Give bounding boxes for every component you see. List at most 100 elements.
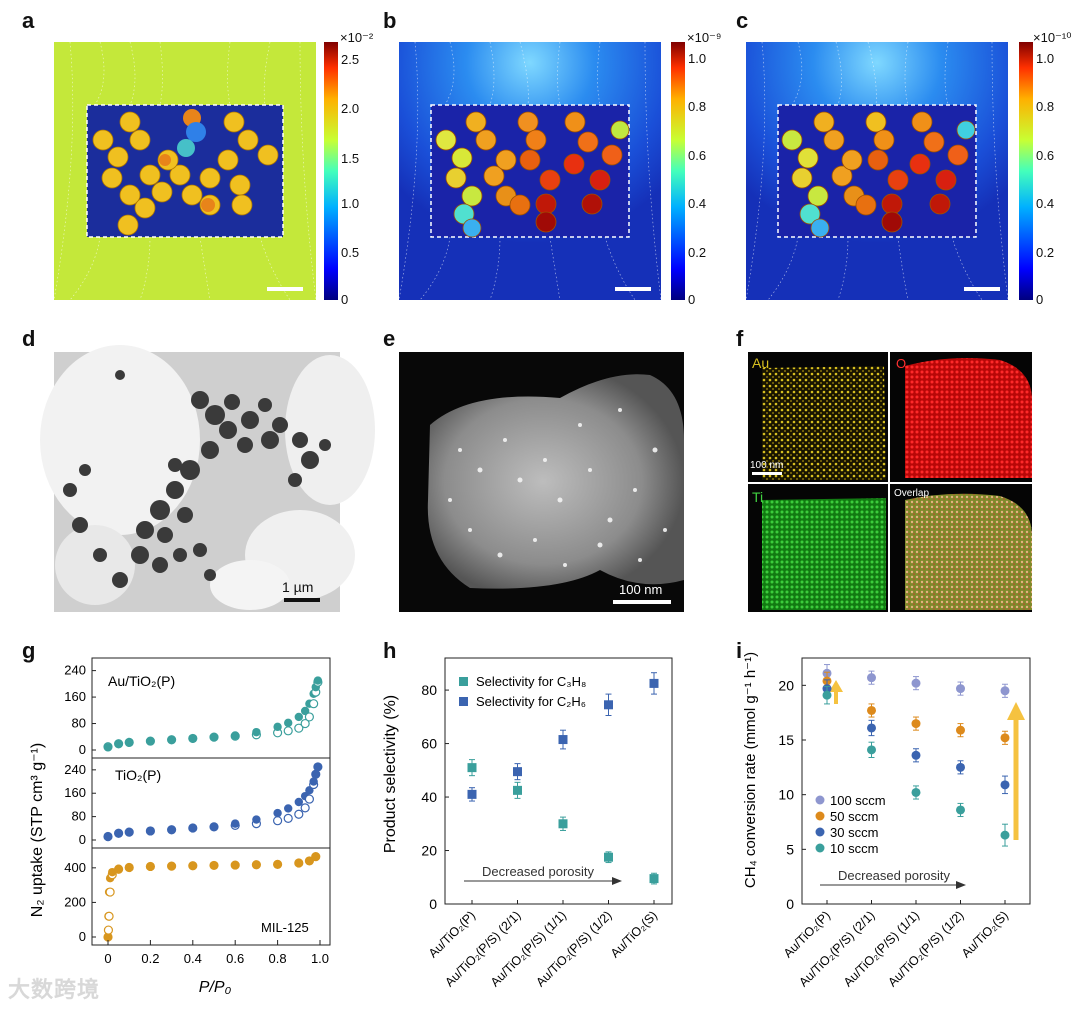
adsorption-point bbox=[252, 815, 261, 824]
data-point bbox=[1000, 780, 1010, 790]
panel-label-i: i bbox=[736, 638, 743, 663]
y-tick-label: 20 bbox=[778, 677, 794, 693]
desorption-point bbox=[294, 809, 304, 819]
desorption-point bbox=[105, 887, 115, 897]
x-tick-label: 0.6 bbox=[226, 951, 244, 966]
desorption-point bbox=[304, 794, 314, 804]
legend-marker bbox=[459, 677, 468, 686]
colorbar-a bbox=[324, 42, 338, 300]
adsorption-point bbox=[103, 743, 113, 752]
map-b bbox=[398, 41, 662, 301]
x-tick-label: Au/TiO₂(P/S) (2/1) bbox=[796, 908, 877, 989]
colorbar-a-tick: 0 bbox=[341, 292, 348, 307]
desorption-point bbox=[283, 726, 293, 736]
haadf-image: 100 nm bbox=[399, 352, 684, 612]
adsorption-point bbox=[273, 808, 282, 818]
adsorption-point bbox=[231, 731, 240, 740]
adsorption-point bbox=[114, 864, 123, 873]
adsorption-point bbox=[146, 862, 155, 871]
chart-h-ylabel: Product selectivity (%) bbox=[382, 695, 399, 853]
increase-arrow-head bbox=[829, 680, 843, 692]
adsorption-point bbox=[188, 824, 197, 833]
colorbar-a-tick: 0.5 bbox=[341, 245, 359, 260]
colorbar-c-tick: 0.6 bbox=[1036, 148, 1054, 163]
watermark: 大数跨境 bbox=[8, 977, 101, 1002]
y-tick-label: 0 bbox=[79, 929, 86, 944]
y-tick-label: 15 bbox=[778, 732, 794, 748]
x-tick-label: 0.8 bbox=[269, 951, 287, 966]
x-tick-label: Au/TiO₂(S) bbox=[959, 908, 1011, 960]
micrographs: 1 µm 100 nm Au O Ti Overlap 100 nm bbox=[40, 345, 1032, 612]
eds-au-label: Au bbox=[752, 355, 769, 371]
y-tick-label: 0 bbox=[79, 832, 86, 847]
adsorption-point bbox=[311, 770, 320, 779]
adsorption-point bbox=[167, 825, 176, 835]
colorbar-b-exponent: ×10⁻⁹ bbox=[687, 30, 721, 45]
adsorption-point bbox=[146, 737, 155, 746]
data-point bbox=[649, 874, 659, 884]
panel-label-a: a bbox=[22, 8, 35, 33]
chart-g-ylabel: N₂ uptake (STP cm³ g⁻¹) bbox=[29, 743, 46, 917]
adsorption-point bbox=[273, 860, 282, 869]
colorbar-c-tick: 0 bbox=[1036, 292, 1043, 307]
adsorption-point bbox=[146, 827, 155, 836]
adsorption-point bbox=[311, 852, 320, 861]
adsorption-point bbox=[252, 860, 261, 869]
legend-label: Selectivity for C₃H₈ bbox=[476, 674, 586, 689]
legend-label: Selectivity for C₂H₆ bbox=[476, 694, 586, 709]
colorbar-c-tick: 0.2 bbox=[1036, 245, 1054, 260]
x-tick-label: Au/TiO₂(P/S) (1/1) bbox=[488, 908, 569, 989]
panel-label-g: g bbox=[22, 638, 36, 663]
chart-i-ylabel: CH₄ conversion rate (mmol g⁻¹ h⁻¹) bbox=[742, 652, 759, 888]
eds-scale-label: 100 nm bbox=[750, 460, 783, 471]
legend-marker bbox=[459, 697, 468, 706]
desorption-point bbox=[103, 925, 114, 935]
y-tick-label: 40 bbox=[421, 789, 437, 805]
adsorption-point bbox=[231, 819, 240, 828]
eds-ti-label: Ti bbox=[752, 489, 763, 505]
colorbar-a-tick: 2.5 bbox=[341, 52, 359, 67]
adsorption-point bbox=[167, 735, 176, 745]
y-tick-label: 5 bbox=[786, 841, 794, 857]
data-point bbox=[867, 745, 876, 755]
chart-g: 240 160 80 0 240 160 80 0 400 200 0 0 0.2 0.4 0.6 0.8 1.… bbox=[29, 657, 331, 996]
adsorption-point bbox=[313, 762, 323, 772]
adsorption-point bbox=[103, 932, 113, 942]
data-point bbox=[822, 690, 832, 700]
y-tick-label: 80 bbox=[72, 809, 86, 824]
adsorption-point bbox=[167, 861, 176, 871]
adsorption-point bbox=[125, 863, 134, 872]
y-tick-label: 240 bbox=[64, 663, 86, 678]
data-point bbox=[513, 785, 522, 795]
data-point bbox=[467, 763, 477, 773]
data-point bbox=[867, 705, 876, 715]
colorbar-a-tick: 2.0 bbox=[341, 101, 359, 116]
y-tick-label: 160 bbox=[64, 689, 86, 704]
y-tick-label: 80 bbox=[421, 682, 437, 698]
data-point bbox=[1000, 686, 1010, 696]
x-tick-label: Au/TiO₂(P/S) (1/1) bbox=[841, 908, 922, 989]
panel-label-h: h bbox=[383, 638, 397, 663]
adsorption-point bbox=[188, 861, 197, 870]
eds-overlap-label: Overlap bbox=[894, 488, 929, 499]
desorption-point bbox=[304, 712, 314, 722]
data-point bbox=[956, 762, 965, 772]
desorption-point bbox=[283, 813, 293, 823]
legend-label: 10 sccm bbox=[830, 841, 878, 856]
subplot-name: MIL-125 bbox=[261, 920, 309, 935]
colorbar-b-tick: 0.4 bbox=[688, 196, 706, 211]
adsorption-point bbox=[252, 727, 261, 737]
eds-o-label: O bbox=[896, 356, 906, 371]
x-tick-label: Au/TiO₂(P/S) (2/1) bbox=[442, 908, 523, 989]
panel-label-f: f bbox=[736, 326, 744, 351]
panel-label-e: e bbox=[383, 326, 396, 351]
legend-label: 30 sccm bbox=[830, 825, 878, 840]
data-point bbox=[1000, 830, 1010, 840]
data-point bbox=[513, 767, 522, 777]
colorbar-b-tick: 0 bbox=[688, 292, 695, 307]
data-point bbox=[558, 819, 568, 829]
colorbar-c-tick: 1.0 bbox=[1036, 51, 1054, 66]
y-tick-label: 60 bbox=[421, 736, 437, 752]
y-tick-label: 0 bbox=[786, 896, 794, 912]
